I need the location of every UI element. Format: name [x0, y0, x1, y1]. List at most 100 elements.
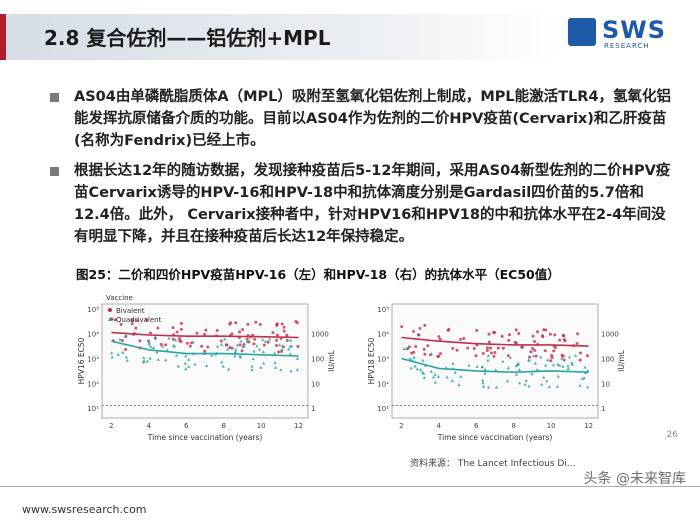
- data-point-quadrivalent: [233, 354, 237, 358]
- data-point-quadrivalent: [234, 347, 238, 351]
- data-point-quadrivalent: [540, 382, 544, 386]
- data-point-quadrivalent: [225, 347, 230, 351]
- data-point-bivalent: [271, 331, 275, 335]
- data-point-quadrivalent: [532, 354, 536, 358]
- data-point-quadrivalent: [155, 350, 159, 354]
- data-point-quadrivalent: [413, 364, 417, 368]
- data-point-quadrivalent: [281, 344, 285, 348]
- data-point-quadrivalent: [187, 357, 191, 361]
- data-point-quadrivalent: [261, 337, 265, 341]
- data-point-bivalent: [533, 340, 537, 344]
- data-point-quadrivalent: [110, 355, 114, 359]
- data-point-quadrivalent: [252, 349, 256, 353]
- watermark-text: 头条 @未来智库: [583, 471, 686, 487]
- y-tick-label: 10⁴: [87, 331, 99, 339]
- data-point-bivalent: [246, 322, 250, 326]
- data-point-quadrivalent: [524, 378, 528, 382]
- data-point-quadrivalent: [216, 344, 220, 348]
- y-axis-label: HPV16 EC50: [77, 337, 86, 384]
- y-tick-label: 10²: [377, 380, 389, 388]
- data-point-quadrivalent: [239, 339, 243, 343]
- y-tick-label: 10⁴: [377, 331, 389, 339]
- data-point-bivalent: [185, 341, 189, 345]
- y2-tick-label: 1: [311, 405, 315, 413]
- data-point-bivalent: [228, 322, 232, 326]
- data-point-quadrivalent: [578, 383, 582, 387]
- data-point-bivalent: [285, 339, 289, 343]
- data-point-quadrivalent: [527, 384, 531, 388]
- data-point-quadrivalent: [255, 344, 259, 348]
- data-point-bivalent: [203, 349, 207, 353]
- logo-subtext: RESEARCH: [604, 42, 650, 50]
- footer-url: www.swsresearch.com: [22, 503, 147, 516]
- data-point-bivalent: [178, 339, 182, 343]
- data-point-quadrivalent: [125, 358, 129, 362]
- data-point-bivalent: [164, 343, 168, 347]
- data-point-quadrivalent: [451, 361, 455, 365]
- data-point-bivalent: [487, 332, 491, 336]
- data-point-quadrivalent: [409, 366, 413, 370]
- data-point-bivalent: [178, 336, 182, 340]
- data-point-bivalent: [436, 354, 440, 358]
- data-point-quadrivalent: [261, 361, 266, 365]
- data-point-quadrivalent: [517, 367, 521, 371]
- data-point-bivalent: [277, 350, 281, 354]
- data-point-quadrivalent: [494, 368, 498, 372]
- y2-tick-label: 1000: [601, 331, 619, 339]
- data-point-bivalent: [416, 333, 420, 337]
- y2-tick-label: 10: [601, 380, 610, 388]
- y-tick-label: 10⁵: [87, 306, 99, 314]
- x-tick-label: 4: [147, 422, 152, 430]
- data-point-bivalent: [438, 337, 442, 341]
- data-point-quadrivalent: [431, 375, 436, 379]
- plot-area: [101, 303, 309, 419]
- data-point-quadrivalent: [287, 347, 291, 351]
- data-point-quadrivalent: [523, 382, 527, 386]
- data-point-bivalent: [241, 328, 245, 332]
- data-point-quadrivalent: [295, 367, 300, 371]
- data-point-quadrivalent: [586, 385, 590, 389]
- data-point-bivalent: [447, 328, 451, 332]
- data-point-bivalent: [130, 322, 134, 326]
- data-point-bivalent: [418, 326, 422, 330]
- data-point-quadrivalent: [183, 361, 187, 365]
- data-point-quadrivalent: [227, 367, 231, 371]
- trend-line-quadrivalent: [401, 357, 589, 374]
- data-point-bivalent: [119, 322, 123, 326]
- y2-tick-label: 1: [601, 405, 605, 413]
- data-point-quadrivalent: [148, 356, 152, 360]
- figure-caption: 图25：二价和四价HPV疫苗HPV-16（左）和HPV-18（右）的抗体水平（E…: [76, 267, 560, 282]
- data-point-bivalent: [275, 344, 279, 348]
- data-point-bivalent: [135, 319, 139, 323]
- data-point-bivalent: [171, 326, 175, 330]
- data-point-bivalent: [266, 340, 270, 344]
- data-point-quadrivalent: [176, 364, 180, 368]
- data-point-quadrivalent: [558, 363, 562, 367]
- data-point-bivalent: [487, 340, 491, 344]
- data-point-bivalent: [533, 349, 537, 353]
- data-point-bivalent: [200, 344, 204, 348]
- data-point-quadrivalent: [533, 361, 538, 365]
- data-point-bivalent: [552, 349, 556, 353]
- data-point-bivalent: [238, 330, 242, 334]
- data-point-bivalent: [550, 354, 554, 358]
- data-point-bivalent: [489, 346, 493, 350]
- data-point-quadrivalent: [121, 350, 125, 354]
- data-point-quadrivalent: [288, 352, 292, 356]
- data-point-bivalent: [517, 332, 521, 336]
- data-point-bivalent: [579, 351, 583, 355]
- data-point-quadrivalent: [514, 372, 519, 376]
- data-point-quadrivalent: [165, 348, 169, 352]
- bullet-item-1: AS04由单磷酰脂质体A（MPL）吸附至氢氧化铝佐剂上制成，MPL能激活TLR4…: [48, 86, 678, 152]
- data-point-quadrivalent: [421, 358, 425, 362]
- data-point-bivalent: [215, 328, 219, 332]
- data-point-quadrivalent: [110, 351, 114, 355]
- data-point-quadrivalent: [205, 363, 209, 367]
- data-point-bivalent: [134, 326, 138, 330]
- data-point-quadrivalent: [261, 350, 266, 354]
- trend-line-bivalent: [401, 336, 589, 347]
- x-tick-label: 10: [547, 422, 556, 430]
- data-point-bivalent: [159, 342, 163, 346]
- data-point-bivalent: [508, 333, 512, 337]
